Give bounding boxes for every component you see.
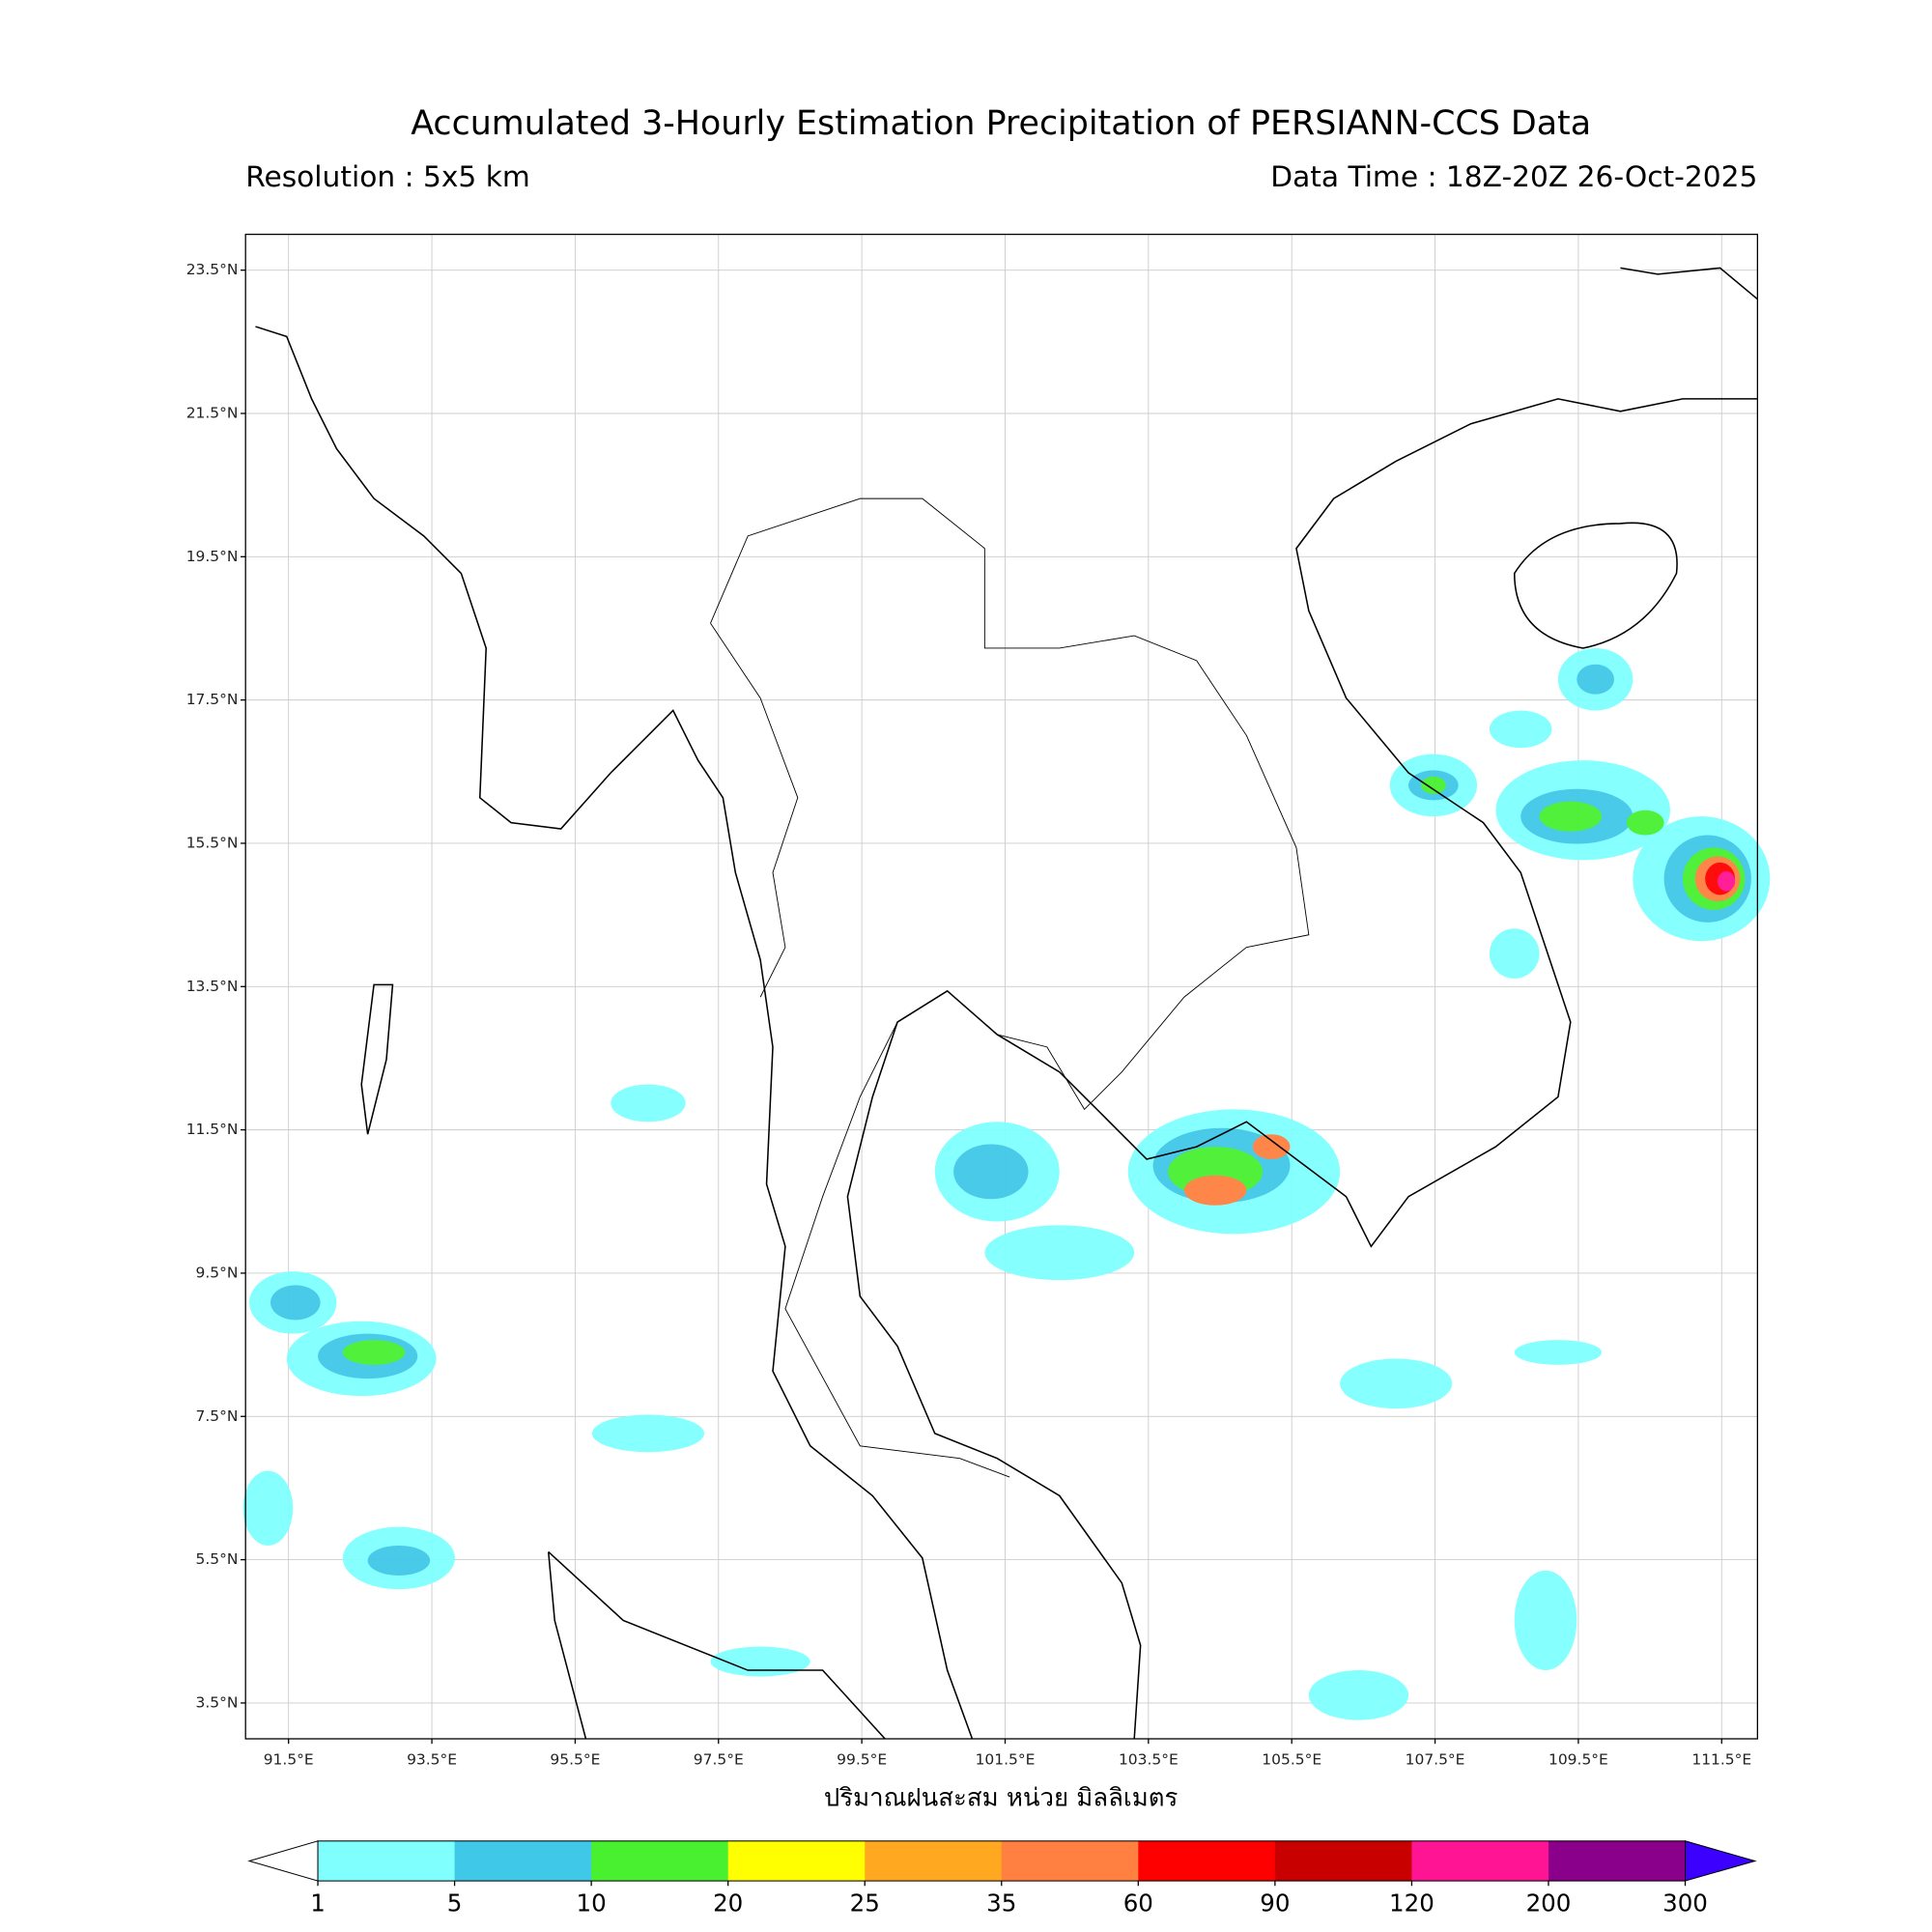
lon-tick-label: 103.5°E xyxy=(1119,1750,1179,1768)
colorbar-swatch xyxy=(1548,1840,1687,1882)
colorbar-label: 120 xyxy=(1389,1889,1435,1918)
colorbar-label: 1 xyxy=(310,1889,326,1918)
lon-tick-label: 93.5°E xyxy=(407,1750,457,1768)
colorbar-swatch xyxy=(1411,1840,1549,1882)
lon-tick-label: 97.5°E xyxy=(694,1750,744,1768)
colorbar-label: 25 xyxy=(850,1889,880,1918)
lon-tick-label: 99.5°E xyxy=(837,1750,887,1768)
lat-tick-label: 23.5°N xyxy=(186,261,239,278)
colorbar-label: 300 xyxy=(1662,1889,1708,1918)
border-thailand xyxy=(710,497,1310,1478)
coastline xyxy=(255,267,1758,1740)
colorbar-swatch xyxy=(1274,1840,1413,1882)
colorbar-over xyxy=(1684,1840,1757,1882)
lat-tick-label: 17.5°N xyxy=(186,691,239,708)
colorbar-label: 10 xyxy=(577,1889,607,1918)
lon-tick-label: 109.5°E xyxy=(1548,1750,1608,1768)
title: Accumulated 3-Hourly Estimation Precipit… xyxy=(411,104,1591,143)
colorbar-swatch xyxy=(1001,1840,1139,1882)
lat-tick-label: 5.5°N xyxy=(196,1550,239,1568)
resolution: Resolution : 5x5 km xyxy=(245,159,530,193)
lon-tick-label: 111.5°E xyxy=(1691,1750,1751,1768)
lat-tick-label: 3.5°N xyxy=(196,1693,239,1711)
lon-tick-label: 95.5°E xyxy=(550,1750,600,1768)
lat-tick-label: 19.5°N xyxy=(186,548,239,565)
colorbar-swatch xyxy=(591,1840,729,1882)
x-label: ปริมาณฝนสะสม หน่วย มิลลิเมตร xyxy=(824,1783,1179,1812)
lat-tick-label: 9.5°N xyxy=(196,1264,239,1281)
colorbar-label: 200 xyxy=(1526,1889,1572,1918)
lat-tick-label: 11.5°N xyxy=(186,1121,239,1138)
rain-field xyxy=(242,647,1771,1720)
grid xyxy=(241,234,1758,1745)
lon-tick-label: 107.5°E xyxy=(1406,1750,1465,1768)
colorbar-swatch xyxy=(865,1840,1003,1882)
colorbar-label: 5 xyxy=(447,1889,463,1918)
colorbar-swatch xyxy=(1138,1840,1276,1882)
lat-tick-label: 21.5°N xyxy=(186,404,239,421)
lon-tick-label: 101.5°E xyxy=(976,1750,1036,1768)
colorbar-swatch xyxy=(318,1840,456,1882)
colorbar: 1 5 10 20 25 35 60 90 120 200 300 xyxy=(247,1840,1757,1918)
lon-tick-label: 91.5°E xyxy=(264,1750,314,1768)
colorbar-label: 20 xyxy=(713,1889,743,1918)
colorbar-under xyxy=(247,1840,319,1882)
lat-tick-label: 13.5°N xyxy=(186,978,239,995)
lat-tick-label: 7.5°N xyxy=(196,1407,239,1425)
lon-tick-label: 105.5°E xyxy=(1262,1750,1321,1768)
lat-tick-label: 15.5°N xyxy=(186,834,239,851)
data-time: Data Time : 18Z-20Z 26-Oct-2025 xyxy=(1270,159,1757,193)
colorbar-label: 90 xyxy=(1260,1889,1290,1918)
colorbar-label: 35 xyxy=(986,1889,1016,1918)
map-frame xyxy=(244,233,1758,1740)
colorbar-label: 60 xyxy=(1123,1889,1153,1918)
colorbar-swatch xyxy=(454,1840,592,1882)
colorbar-swatch xyxy=(727,1840,866,1882)
